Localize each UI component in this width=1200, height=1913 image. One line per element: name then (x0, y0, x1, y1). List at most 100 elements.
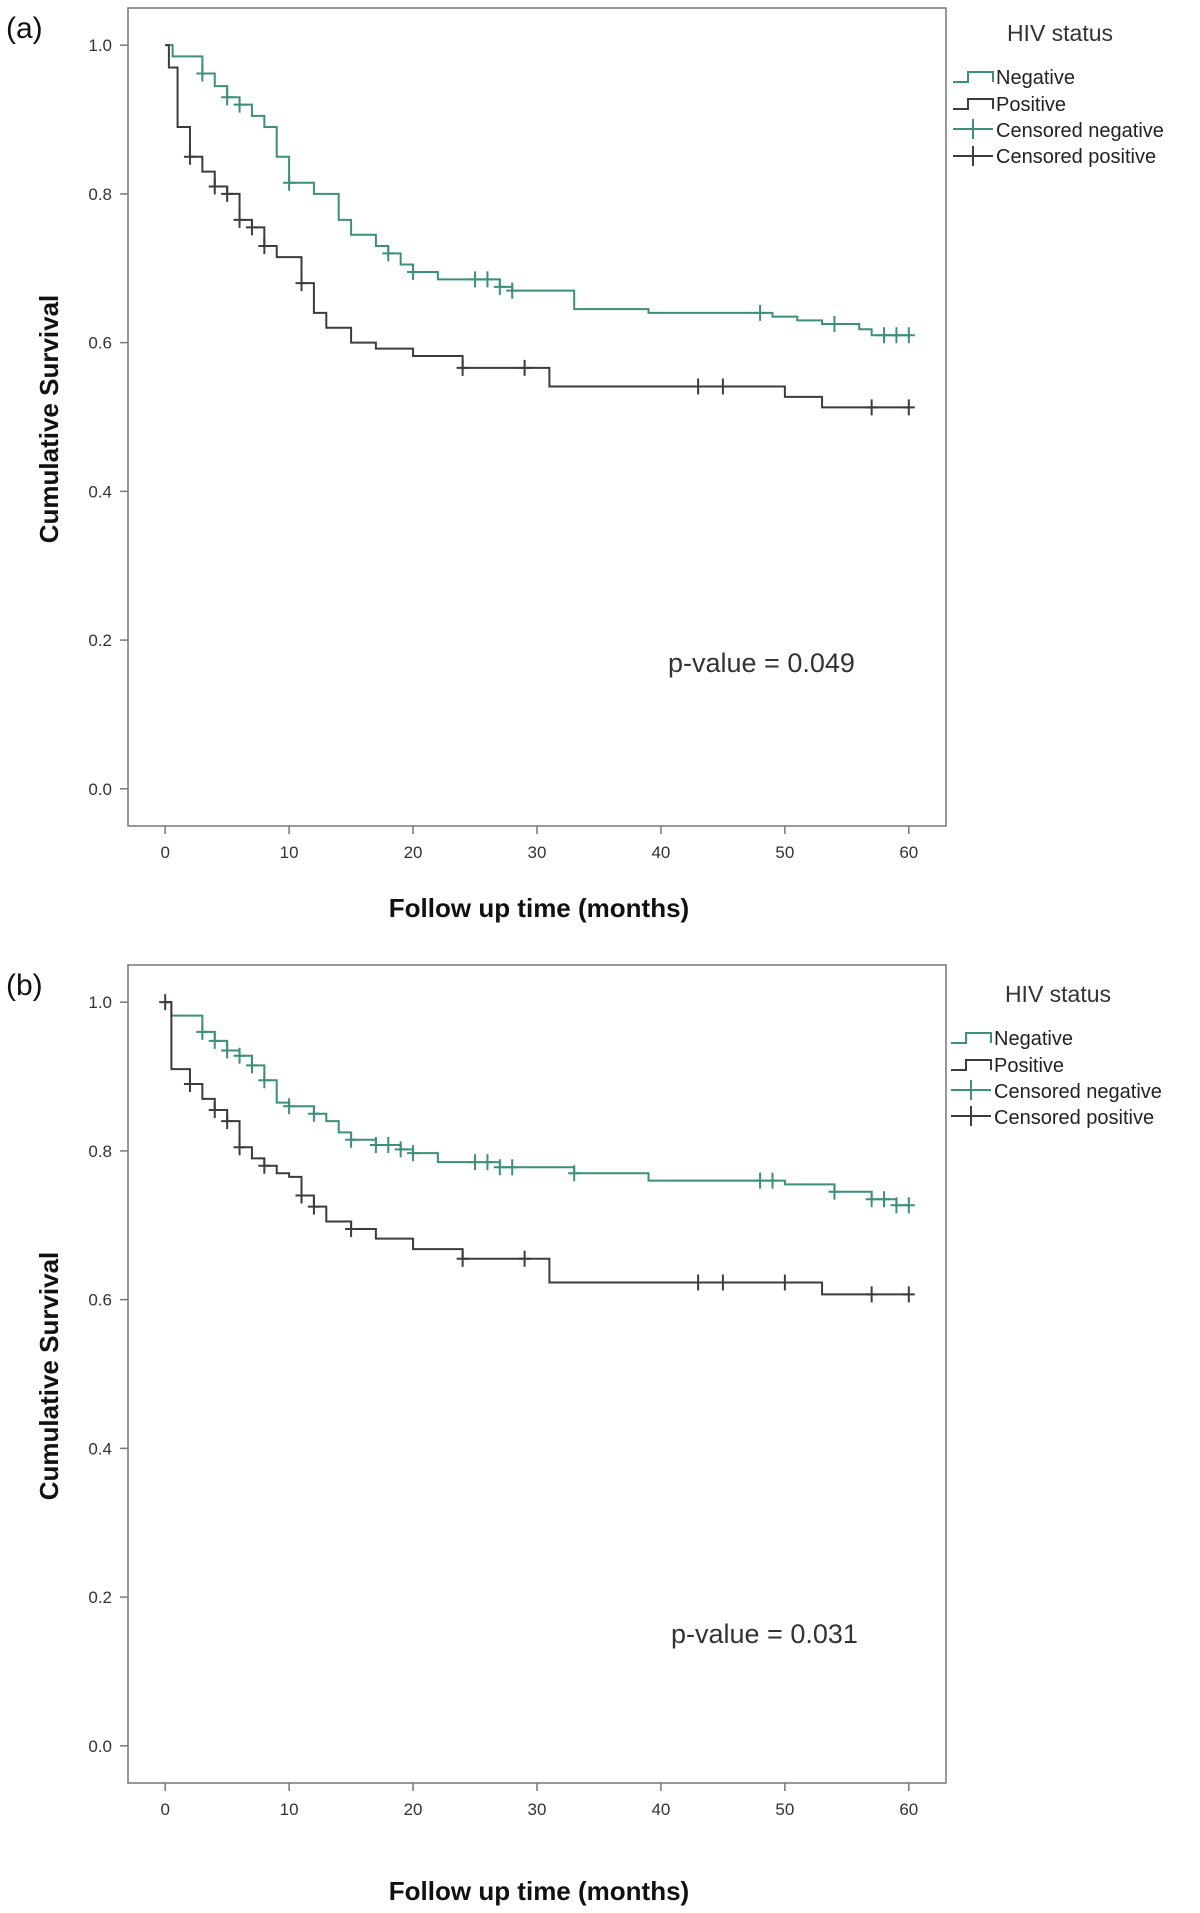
legend-label-negative: Negative (994, 1028, 1073, 1050)
legend-label-censored-negative: Censored negative (996, 120, 1164, 142)
y-tick-label: 0.2 (88, 1588, 112, 1607)
x-tick-label: 10 (280, 843, 299, 862)
y-tick-label: 0.8 (88, 1142, 112, 1161)
censor-mark-positive (295, 275, 308, 292)
censor-mark-negative (865, 1191, 878, 1208)
censor-mark-negative (481, 1154, 494, 1171)
censor-mark-negative (369, 1136, 382, 1153)
censor-mark-positive (245, 219, 258, 236)
x-tick-label: 60 (899, 1800, 918, 1819)
censor-mark-negative (345, 1131, 358, 1148)
censor-mark-positive (456, 1250, 469, 1267)
censor-mark-negative (878, 327, 891, 344)
y-tick-label: 0.0 (88, 1737, 112, 1756)
legend-title: HIV status (1007, 20, 1113, 46)
censor-mark-positive (692, 1274, 705, 1291)
legend-swatch-censored-positive (951, 1106, 991, 1126)
x-axis-title: Follow up time (months) (389, 1876, 689, 1906)
legend-label-negative: Negative (996, 67, 1075, 89)
censor-mark-positive (258, 1157, 271, 1174)
legend-label-positive: Positive (994, 1055, 1064, 1077)
x-tick-label: 20 (404, 843, 423, 862)
censor-mark-positive (518, 359, 531, 376)
censor-mark-negative (506, 1159, 519, 1176)
series-line-positive (165, 44, 909, 409)
censor-mark-negative (407, 263, 420, 280)
censor-mark-negative (481, 271, 494, 288)
series-layer (165, 44, 915, 416)
censor-mark-negative (233, 1047, 246, 1064)
survival-chart-b: (b) 0.0 0.2 0.4 0.6 0.8 1.0 0 10 20 30 40 50 60 p-v… (6, 964, 1162, 1906)
y-tick-label: 0.8 (88, 185, 112, 204)
legend-title: HIV status (1005, 981, 1111, 1007)
censor-mark-negative (283, 1098, 296, 1115)
censor-mark-negative (902, 1197, 915, 1214)
censor-mark-negative (196, 65, 209, 82)
censor-mark-positive (221, 185, 234, 202)
censor-mark-negative (283, 174, 296, 191)
legend-swatch-censored-negative (951, 1080, 991, 1100)
p-value-annotation: p-value = 0.031 (671, 1619, 858, 1649)
censor-mark-positive (208, 1102, 221, 1119)
series-line-negative (165, 1001, 909, 1207)
censor-mark-positive (221, 1113, 234, 1130)
censor-mark-positive (778, 1274, 791, 1291)
legend-swatch-censored-negative (953, 119, 993, 139)
censor-mark-negative (890, 1197, 903, 1214)
censor-mark-negative (568, 1165, 581, 1182)
censor-mark-positive (716, 1274, 729, 1291)
censor-mark-positive (865, 1286, 878, 1303)
survival-chart-panel-b: (b) 0.0 0.2 0.4 0.6 0.8 1.0 0 10 20 30 40 50 60 p-v… (0, 957, 1200, 1913)
legend-label-censored-positive: Censored positive (994, 1107, 1154, 1129)
x-tick-label: 20 (404, 1800, 423, 1819)
censor-mark-negative (394, 1141, 407, 1158)
y-tick-label: 0.6 (88, 334, 112, 353)
censor-mark-negative (506, 282, 519, 299)
censor-mark-positive (716, 378, 729, 395)
censor-mark-negative (258, 1072, 271, 1089)
y-tick-label: 0.6 (88, 1291, 112, 1310)
x-tick-label: 40 (651, 843, 670, 862)
series-line-negative (165, 44, 909, 337)
y-tick-label: 0.4 (88, 482, 112, 501)
censor-mark-negative (208, 1032, 221, 1049)
censor-mark-negative (407, 1145, 420, 1162)
censor-mark-positive (183, 1075, 196, 1092)
censor-mark-positive (692, 378, 705, 395)
y-tick-label: 0.2 (88, 631, 112, 650)
y-axis: 0.0 0.2 0.4 0.6 0.8 1.0 (88, 993, 128, 1756)
plot-frame (127, 7, 947, 827)
legend: HIV status Negative Positive Censored ne… (953, 20, 1164, 168)
x-axis: 0 10 20 30 40 50 60 (160, 1783, 918, 1819)
legend-swatch-censored-positive (953, 146, 993, 166)
survival-chart-a: (a) 0.0 0.2 0.4 0.6 0.8 1.0 0 10 20 30 40 50 60 p-v… (6, 7, 1164, 923)
legend-label-censored-negative: Censored negative (994, 1081, 1162, 1103)
censor-mark-positive (159, 994, 172, 1011)
censor-mark-negative (196, 1023, 209, 1040)
censor-mark-negative (493, 1159, 506, 1176)
x-tick-label: 0 (160, 1800, 169, 1819)
censor-mark-negative (766, 1172, 779, 1189)
plot-frame (127, 964, 947, 1784)
y-tick-label: 0.0 (88, 780, 112, 799)
legend-label-censored-positive: Censored positive (996, 146, 1156, 168)
p-value-annotation: p-value = 0.049 (668, 648, 855, 678)
censor-mark-positive (902, 1286, 915, 1303)
x-tick-label: 0 (160, 843, 169, 862)
censor-mark-positive (456, 359, 469, 376)
panel-label: (a) (6, 12, 43, 45)
legend-label-positive: Positive (996, 94, 1066, 116)
censor-mark-negative (754, 1172, 767, 1189)
censor-mark-positive (345, 1220, 358, 1237)
legend-swatch-negative (951, 1032, 992, 1044)
legend: HIV status Negative Positive Censored ne… (951, 981, 1162, 1129)
x-tick-label: 50 (775, 843, 794, 862)
x-tick-label: 40 (651, 1800, 670, 1819)
censor-mark-positive (902, 399, 915, 416)
y-axis-title: Cumulative Survival (34, 1252, 64, 1501)
x-tick-label: 60 (899, 843, 918, 862)
legend-swatch-positive (951, 1059, 992, 1071)
censor-mark-negative (902, 327, 915, 344)
series-layer (159, 994, 915, 1303)
y-axis: 0.0 0.2 0.4 0.6 0.8 1.0 (88, 36, 128, 799)
